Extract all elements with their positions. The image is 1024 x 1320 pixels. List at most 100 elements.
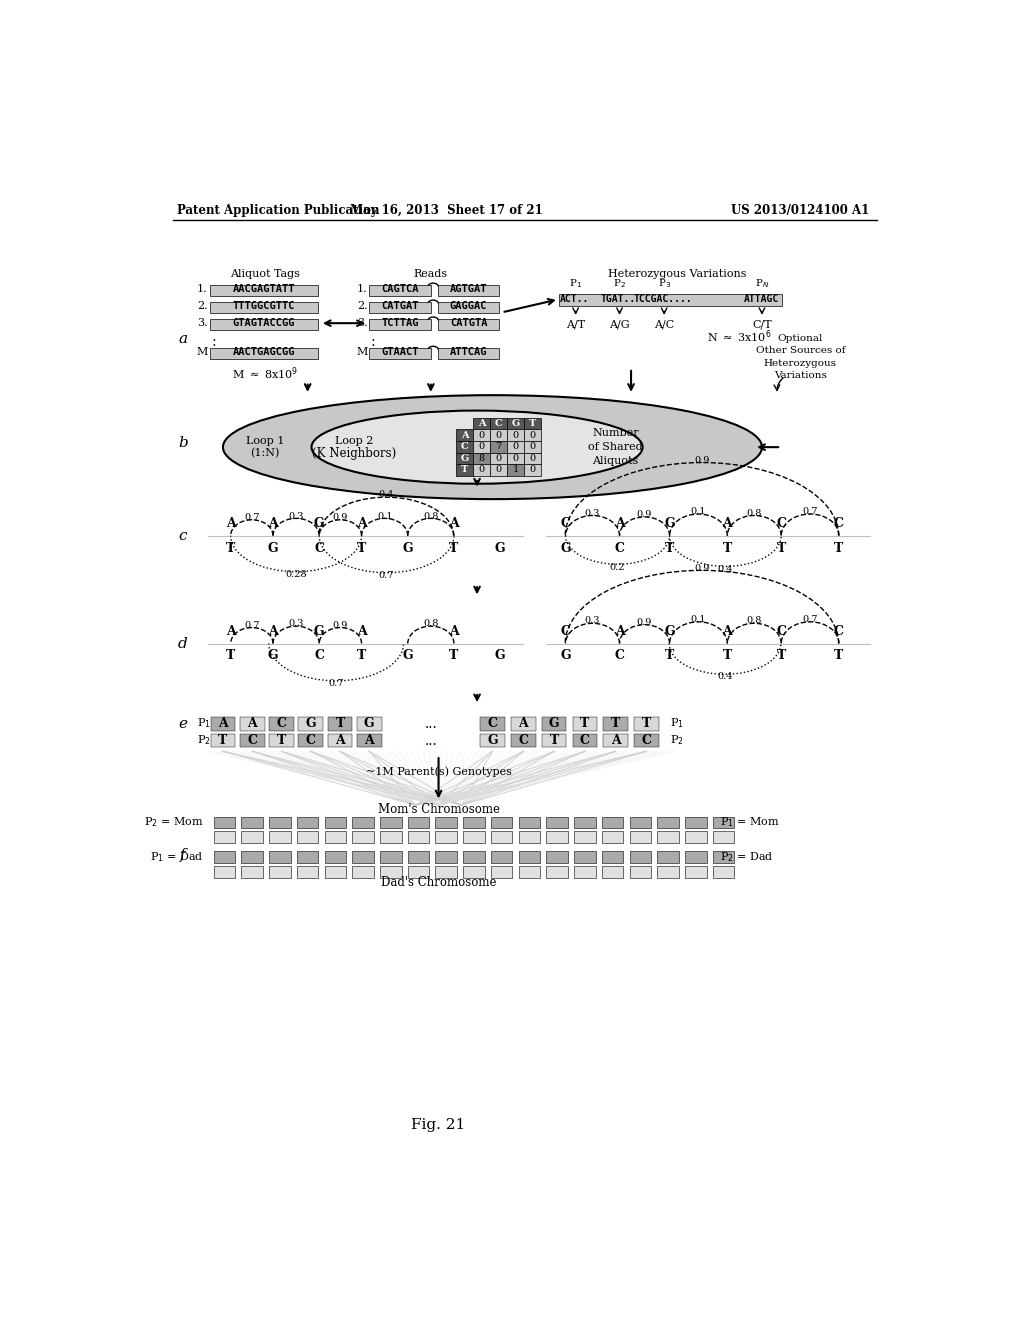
Text: A: A <box>218 717 227 730</box>
Text: A: A <box>268 517 278 529</box>
Text: 0.8: 0.8 <box>746 508 762 517</box>
Text: C: C <box>487 717 498 730</box>
Text: C: C <box>641 734 651 747</box>
Bar <box>457 465 473 475</box>
Text: C: C <box>560 624 570 638</box>
Text: C/T: C/T <box>753 319 772 330</box>
Text: b: b <box>178 437 187 450</box>
Bar <box>380 851 401 863</box>
Text: TGAT..: TGAT.. <box>600 294 636 305</box>
Text: P$_2$ = Mom: P$_2$ = Mom <box>144 816 204 829</box>
Text: 0: 0 <box>512 454 518 463</box>
Text: A: A <box>450 624 459 638</box>
Bar <box>380 817 401 829</box>
Text: P$_1$: P$_1$ <box>197 717 211 730</box>
Bar <box>325 832 346 843</box>
Text: M: M <box>197 347 208 358</box>
Text: A: A <box>610 734 621 747</box>
Bar <box>630 851 651 863</box>
Text: M $\approx$ 8x10$^9$: M $\approx$ 8x10$^9$ <box>232 366 298 383</box>
Bar <box>547 817 568 829</box>
Text: 7: 7 <box>496 442 502 451</box>
Bar <box>214 851 236 863</box>
Bar <box>518 817 541 829</box>
Bar <box>657 851 679 863</box>
Bar <box>713 832 734 843</box>
Bar <box>603 734 628 747</box>
Text: 2.: 2. <box>197 301 208 312</box>
Bar <box>352 851 374 863</box>
Bar <box>490 453 507 465</box>
Bar <box>518 851 541 863</box>
Text: GTAACT: GTAACT <box>381 347 419 358</box>
Text: 0.9: 0.9 <box>637 618 652 627</box>
Text: T: T <box>357 541 367 554</box>
Bar <box>547 832 568 843</box>
Bar <box>634 717 658 730</box>
Text: 0: 0 <box>512 442 518 451</box>
Text: C: C <box>834 517 844 529</box>
Text: A: A <box>356 624 367 638</box>
Bar <box>298 717 323 730</box>
Text: C: C <box>461 442 469 451</box>
Text: ...: ... <box>425 734 437 747</box>
Text: TCTTAG: TCTTAG <box>381 318 419 329</box>
Text: T: T <box>776 541 785 554</box>
Text: A: A <box>450 517 459 529</box>
Bar <box>297 866 318 878</box>
Text: T: T <box>723 649 732 663</box>
Text: G: G <box>305 717 316 730</box>
Text: 0.1: 0.1 <box>690 507 707 516</box>
Bar <box>408 866 429 878</box>
Text: Number
of Shared
Aliquots: Number of Shared Aliquots <box>589 428 643 466</box>
Text: A: A <box>225 517 236 529</box>
Text: T: T <box>218 734 227 747</box>
Text: C: C <box>314 649 325 663</box>
Bar <box>524 465 541 475</box>
Bar <box>242 851 263 863</box>
Text: M: M <box>356 347 368 358</box>
Bar <box>435 817 457 829</box>
Text: Fig. 21: Fig. 21 <box>412 1118 466 1131</box>
Bar <box>634 734 658 747</box>
Text: 0.8: 0.8 <box>423 619 438 628</box>
Text: T: T <box>226 649 236 663</box>
Bar <box>352 817 374 829</box>
Text: P$_3$: P$_3$ <box>657 277 671 289</box>
Bar <box>269 866 291 878</box>
Text: 0.7: 0.7 <box>803 507 818 516</box>
Text: Mom's Chromosome: Mom's Chromosome <box>378 803 500 816</box>
Bar <box>480 717 505 730</box>
Text: P$_1$: P$_1$ <box>569 277 583 289</box>
Text: C: C <box>306 734 315 747</box>
Bar <box>657 817 679 829</box>
Bar <box>457 429 473 441</box>
Text: P$_1$: P$_1$ <box>671 717 684 730</box>
Bar <box>490 418 507 429</box>
Text: A: A <box>614 517 625 529</box>
Text: CATGTA: CATGTA <box>450 318 487 329</box>
Bar <box>602 851 624 863</box>
Bar <box>518 866 541 878</box>
Bar <box>408 817 429 829</box>
Bar <box>269 717 294 730</box>
Text: G: G <box>560 541 571 554</box>
Bar <box>438 348 500 359</box>
Text: 1: 1 <box>512 466 519 474</box>
Bar <box>524 441 541 453</box>
Text: 0: 0 <box>529 454 536 463</box>
Bar <box>657 832 679 843</box>
Bar <box>685 851 707 863</box>
Text: 0.7: 0.7 <box>803 615 818 624</box>
Text: G: G <box>495 649 506 663</box>
Bar <box>602 817 624 829</box>
Text: A: A <box>248 717 257 730</box>
Text: 0: 0 <box>529 466 536 474</box>
Bar <box>473 418 490 429</box>
Bar <box>438 318 500 330</box>
Text: 0.4: 0.4 <box>717 672 733 681</box>
Text: N $\approx$ 3x10$^6$: N $\approx$ 3x10$^6$ <box>707 329 771 346</box>
Bar <box>518 832 541 843</box>
Bar <box>542 717 566 730</box>
Bar <box>507 465 524 475</box>
